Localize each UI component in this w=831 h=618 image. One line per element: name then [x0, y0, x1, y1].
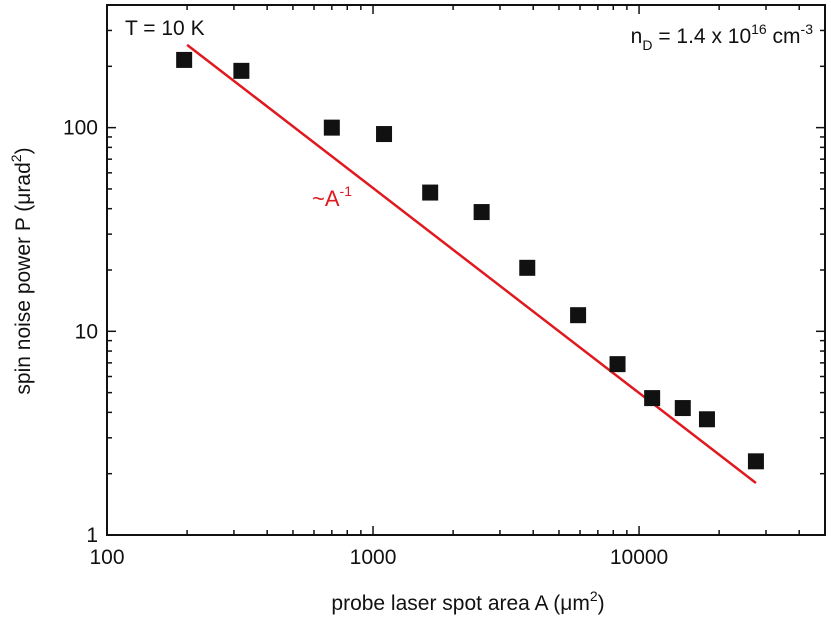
- data-point: [609, 356, 626, 373]
- tick-labels: 100 1000 10000 1 10 100: [63, 117, 668, 569]
- data-point: [176, 51, 193, 68]
- data-point: [644, 390, 661, 407]
- fit-line-group: [186, 43, 757, 484]
- ticks: [106, 4, 826, 536]
- data-point: [570, 307, 587, 324]
- y-tick-label: 1: [86, 524, 98, 547]
- y-axis-title: spin noise power P (μrad2): [8, 147, 35, 394]
- data-point: [674, 400, 691, 417]
- data-point: [473, 204, 490, 221]
- data-point: [323, 119, 340, 136]
- fit-label: ~A-1: [312, 183, 352, 211]
- plot-frame: [106, 4, 826, 536]
- data-point: [519, 259, 536, 276]
- fit-line: [186, 43, 757, 484]
- y-tick-label: 100: [63, 117, 98, 140]
- temperature-annotation: T = 10 K: [125, 17, 205, 40]
- x-tick-label: 1000: [350, 546, 397, 569]
- x-tick-label: 100: [89, 546, 124, 569]
- axes: [106, 4, 826, 536]
- data-point: [698, 411, 715, 428]
- x-tick-label: 10000: [610, 546, 668, 569]
- data-point: [233, 62, 250, 79]
- density-annotation: nD = 1.4 x 1016 cm-3: [631, 21, 814, 53]
- data-point: [376, 126, 393, 143]
- data-points: [176, 51, 764, 470]
- x-axis-title: probe laser spot area A (μm2): [331, 588, 604, 615]
- y-tick-label: 10: [75, 320, 98, 343]
- data-point: [747, 453, 764, 470]
- data-point: [422, 184, 439, 201]
